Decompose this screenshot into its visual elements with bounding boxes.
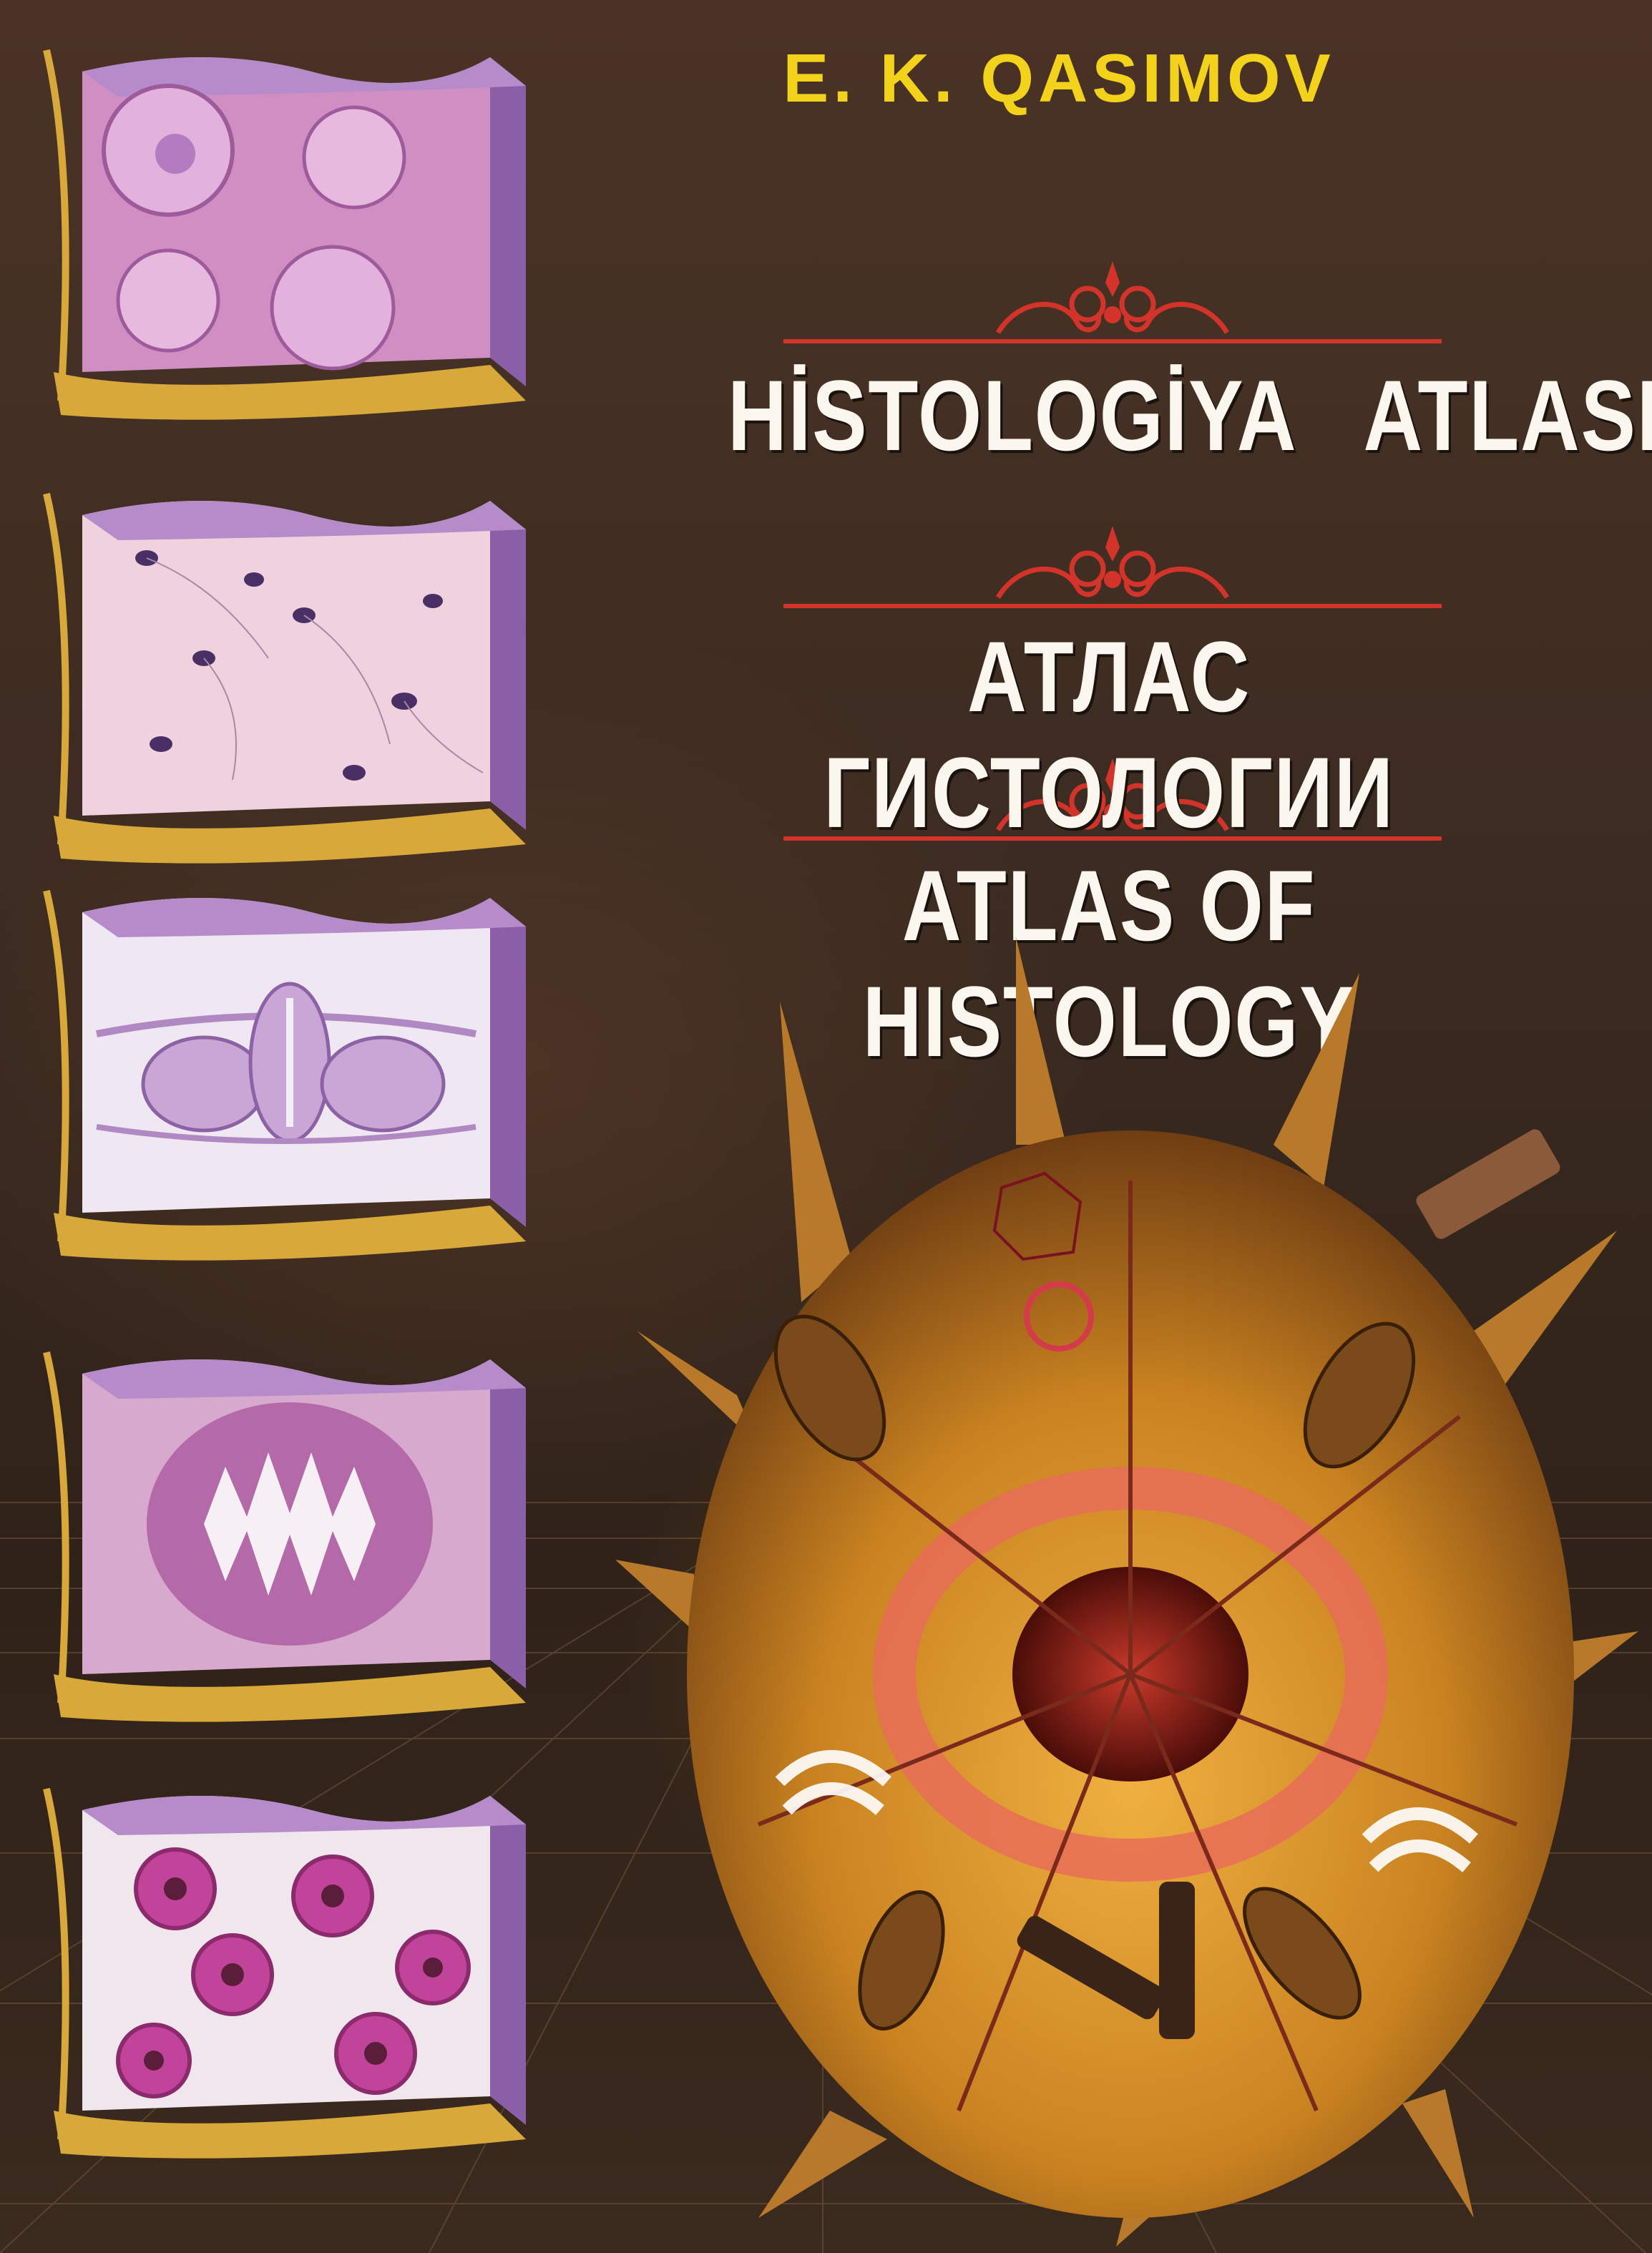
- title-uzbek: HİSTOLOGİYA ATLASI: [728, 359, 1652, 471]
- sperm-cells-block: [43, 492, 526, 864]
- title-ornament-3: [783, 758, 1442, 841]
- animal-cell-cutaway: [615, 937, 1638, 2247]
- title-english: ATLAS OF HISTOLOGY: [862, 849, 1356, 1077]
- hair-follicle-block: [43, 1787, 526, 2159]
- title-ornament-2: [783, 526, 1442, 608]
- intestinal-villi-block: [43, 1351, 526, 1722]
- title-russian: АТЛАС ГИСТОЛОГИИ: [823, 620, 1394, 849]
- oocyte-tissue-block: [43, 49, 526, 420]
- neural-tube-block: [43, 889, 526, 1261]
- title-ornament-1: [783, 261, 1442, 343]
- author-name: E. K. QASIMOV: [783, 40, 1335, 117]
